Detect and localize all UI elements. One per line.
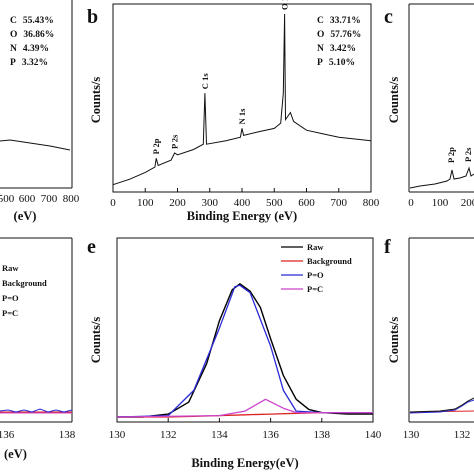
panel-c-annotation: P 2p: [446, 147, 456, 163]
panel-b-annotation: P 2s: [170, 134, 180, 149]
panel-e-legend-label: P=C: [307, 284, 323, 294]
panel-b-tick-label: 500: [266, 197, 283, 209]
panel-d-legend-2: P=O: [2, 293, 19, 303]
panel-f: f Counts/s 130 132: [384, 236, 474, 441]
panel-e-frame: [116, 237, 374, 423]
panel-f-raw-curve: [409, 397, 474, 413]
panel-b-tick-label: 100: [137, 197, 154, 209]
panel-c-ylabel: Counts/s: [387, 77, 401, 124]
panel-b-comp-3: P 5.10%: [317, 58, 355, 68]
panel-a: C 55.43% O 36.86% N 4.39% P 3.32% 500 600 70…: [0, 0, 80, 223]
panel-c-tick: 0: [408, 197, 414, 209]
panel-a-tick: 700: [41, 193, 58, 205]
panel-c-tick: 100: [432, 197, 449, 209]
panel-d: Raw Background P=O P=C 136 138 (eV): [0, 237, 76, 461]
panel-c-label: c: [384, 6, 393, 28]
panel-b-comp-0: C 33.71%: [317, 16, 361, 26]
panel-b-label: b: [87, 6, 98, 28]
panel-c-curve: [409, 166, 474, 189]
panel-e-tick-label: 134: [211, 429, 228, 441]
panel-b-comp-2: N 3.42%: [317, 44, 356, 54]
panel-e-label: e: [87, 236, 96, 258]
panel-a-tick: 500: [0, 193, 15, 205]
panel-b-tick-label: 700: [331, 197, 348, 209]
panel-d-xlabel: (eV): [4, 447, 27, 461]
panel-d-tick: 138: [59, 429, 76, 441]
panel-b-comp-1: O 57.76%: [317, 30, 361, 40]
panel-c-tick: 200: [461, 197, 474, 209]
panel-b-tick-label: 300: [202, 197, 219, 209]
panel-b-tick-label: 800: [363, 197, 380, 209]
panel-a-comp-3: P 3.32%: [10, 58, 48, 68]
panel-a-comp-0: C 55.43%: [10, 16, 54, 26]
panel-e-tick-label: 136: [262, 429, 279, 441]
panel-b-annotation: N 1s: [237, 108, 247, 125]
panel-e-tick-label: 140: [365, 429, 382, 441]
panel-f-ylabel: Counts/s: [387, 317, 401, 364]
panel-b-tick-label: 200: [169, 197, 186, 209]
panel-e-series-p-o: [116, 284, 373, 418]
panel-f-curve: [409, 399, 474, 414]
panel-e: e Counts/s 130 132 134 136 138 140 Raw Backgro…: [87, 236, 382, 470]
panel-e-xlabel: Binding Energy(eV): [191, 456, 298, 470]
panel-d-raw-line: [0, 408, 73, 413]
panel-e-series-p-c: [116, 398, 373, 418]
panel-b-tick-label: 400: [234, 197, 251, 209]
panel-a-xlabel: (eV): [14, 209, 37, 223]
panel-b-annotation: C 1s: [200, 73, 210, 90]
panel-d-legend-3: P=C: [2, 308, 18, 318]
panel-f-tick: 132: [454, 429, 471, 441]
panel-b-annotation: P 2p: [151, 138, 161, 154]
panel-b-annotation: O 1s: [280, 0, 290, 10]
panel-d-legend-0: Raw: [2, 263, 19, 273]
panel-a-curve: [0, 139, 71, 151]
panel-e-legend-label: Background: [307, 256, 352, 266]
panel-b-ylabel: Counts/s: [89, 77, 103, 124]
panel-e-legend-label: Raw: [307, 242, 324, 252]
panel-f-tick: 130: [403, 429, 420, 441]
panel-e-ylabel: Counts/s: [89, 317, 103, 364]
panel-e-legend-label: P=O: [307, 270, 324, 280]
panel-b-tick-label: 600: [298, 197, 315, 209]
panel-a-comp-2: N 4.39%: [10, 44, 49, 54]
panel-e-tick-label: 132: [160, 429, 177, 441]
panel-c-annotation: P 2s: [463, 147, 473, 162]
panel-b-tick-label: 0: [110, 197, 116, 209]
panel-e-series-raw: [117, 283, 373, 418]
panel-d-legend-1: Background: [2, 278, 47, 288]
panel-b-xlabel: Binding Energy (eV): [187, 209, 297, 223]
panel-e-tick-label: 130: [109, 429, 126, 441]
panel-a-tick: 800: [63, 193, 80, 205]
panel-b-spectrum: [112, 13, 372, 186]
panel-a-tick: 600: [19, 193, 36, 205]
panel-f-label: f: [384, 236, 391, 258]
panel-e-tick-label: 138: [314, 429, 331, 441]
panel-d-tick: 136: [0, 429, 15, 441]
panel-c: c Counts/s P 2p P 2s 0 100 200: [384, 3, 474, 209]
panel-b: b Counts/s 0 100 200 300 400 500 600 700 800 P 2…: [87, 0, 380, 223]
panel-a-comp-1: O 36.86%: [10, 30, 54, 40]
